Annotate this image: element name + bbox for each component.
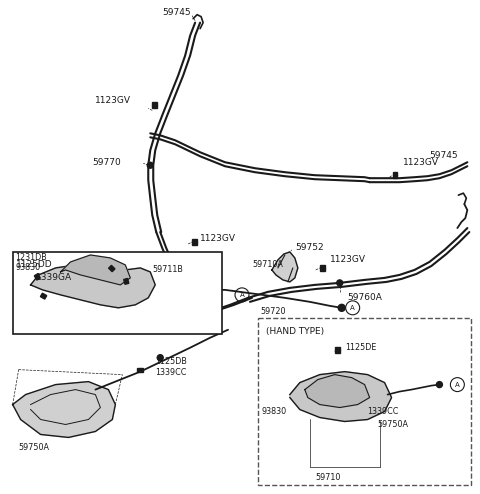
Text: 1123GV: 1123GV — [330, 255, 366, 264]
Text: 59770: 59770 — [93, 158, 121, 167]
Text: 59710: 59710 — [315, 473, 340, 482]
Text: 1123GV: 1123GV — [403, 158, 439, 167]
Text: A: A — [350, 305, 355, 311]
Text: 59710A: 59710A — [252, 260, 283, 269]
Polygon shape — [290, 371, 392, 421]
Text: 59752: 59752 — [295, 244, 324, 252]
Text: 1123GV: 1123GV — [200, 234, 236, 243]
Polygon shape — [137, 368, 144, 372]
Bar — [12, 252, 222, 334]
Text: 59760A: 59760A — [348, 293, 383, 302]
Polygon shape — [31, 265, 155, 308]
Text: A: A — [240, 292, 244, 298]
Polygon shape — [272, 252, 298, 282]
Circle shape — [147, 162, 153, 168]
Polygon shape — [192, 239, 197, 245]
Text: 1125DE: 1125DE — [345, 343, 376, 352]
Text: 59750A: 59750A — [19, 443, 49, 452]
Polygon shape — [152, 102, 157, 108]
Text: 59745: 59745 — [162, 8, 191, 17]
Polygon shape — [60, 255, 130, 285]
Text: A: A — [455, 381, 460, 388]
Text: 93830: 93830 — [262, 407, 287, 416]
Text: (HAND TYPE): (HAND TYPE) — [266, 327, 324, 336]
Text: 1339CC: 1339CC — [155, 368, 187, 377]
Circle shape — [336, 280, 343, 286]
Circle shape — [436, 381, 443, 388]
Polygon shape — [40, 293, 47, 299]
Text: 1339GA: 1339GA — [36, 273, 72, 283]
Polygon shape — [35, 274, 40, 280]
Polygon shape — [393, 172, 397, 178]
Text: 1125DB: 1125DB — [155, 357, 187, 366]
Text: 1231DB: 1231DB — [16, 253, 48, 262]
Bar — [258, 318, 471, 485]
Text: 1123GV: 1123GV — [96, 96, 132, 105]
Polygon shape — [335, 347, 339, 353]
Text: 1125DD: 1125DD — [16, 260, 52, 269]
Circle shape — [157, 355, 163, 361]
Polygon shape — [320, 265, 324, 271]
Polygon shape — [108, 265, 115, 272]
Text: 59720: 59720 — [260, 307, 286, 316]
Polygon shape — [124, 279, 129, 285]
Text: 1339CC: 1339CC — [368, 407, 399, 416]
Text: 93830: 93830 — [16, 263, 41, 272]
Text: 59750A: 59750A — [378, 420, 408, 429]
Circle shape — [338, 304, 345, 311]
Polygon shape — [12, 381, 115, 438]
Text: 59745: 59745 — [430, 151, 458, 160]
Text: 59711B: 59711B — [152, 265, 183, 275]
Polygon shape — [305, 374, 370, 408]
